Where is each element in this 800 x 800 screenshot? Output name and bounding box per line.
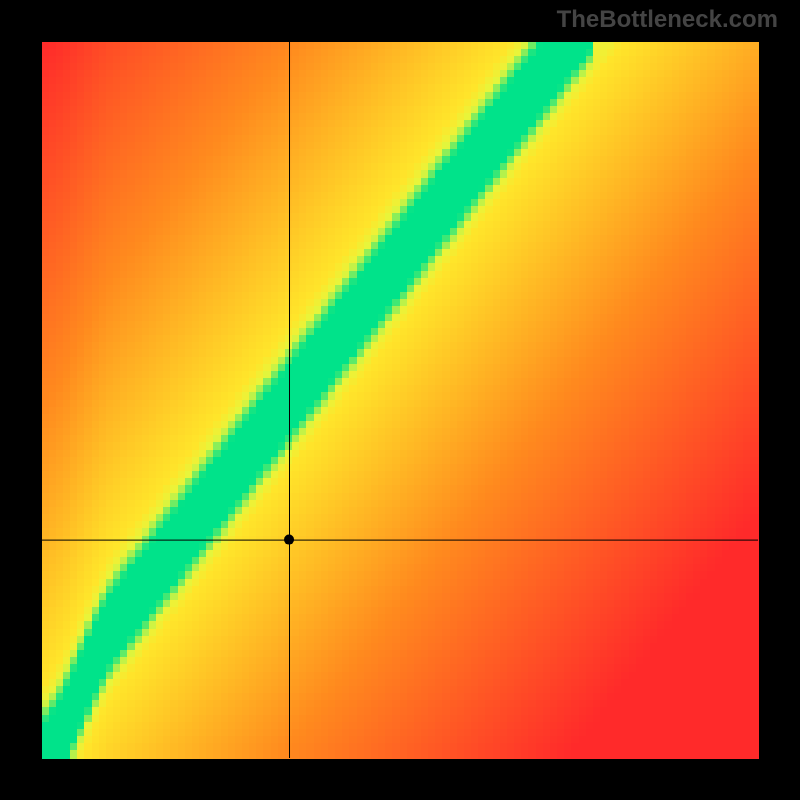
bottleneck-heatmap [0, 0, 800, 800]
chart-container: { "watermark": { "text": "TheBottleneck.… [0, 0, 800, 800]
